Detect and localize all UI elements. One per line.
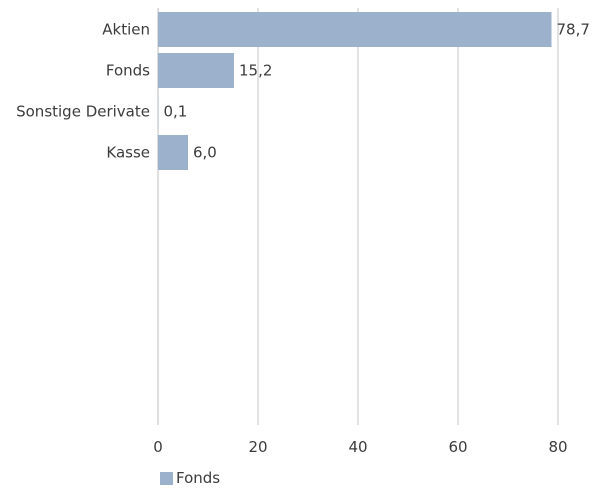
data-label: 6,0 bbox=[193, 144, 217, 162]
x-tick-label: 20 bbox=[248, 438, 267, 456]
data-label: 15,2 bbox=[239, 62, 272, 80]
category-label: Fonds bbox=[106, 62, 150, 80]
legend-label: Fonds bbox=[176, 469, 221, 487]
category-labels: Aktien Fonds Sonstige Derivate Kasse bbox=[16, 21, 150, 162]
legend-swatch bbox=[160, 471, 173, 485]
data-label: 78,7 bbox=[557, 21, 590, 39]
x-tick-label: 80 bbox=[548, 438, 567, 456]
bar bbox=[158, 53, 234, 88]
category-label: Aktien bbox=[102, 21, 150, 39]
grid-lines bbox=[157, 8, 559, 425]
category-label: Sonstige Derivate bbox=[16, 103, 150, 121]
bars bbox=[158, 12, 552, 170]
x-tick-label: 0 bbox=[153, 438, 163, 456]
legend: Fonds bbox=[160, 469, 220, 487]
x-tick-labels: 0 20 40 60 80 bbox=[153, 438, 567, 456]
bar bbox=[158, 12, 552, 47]
x-tick-label: 40 bbox=[348, 438, 367, 456]
x-tick-label: 60 bbox=[448, 438, 467, 456]
category-label: Kasse bbox=[106, 144, 150, 162]
bar bbox=[158, 135, 188, 170]
data-label: 0,1 bbox=[164, 103, 188, 121]
value-labels: 78,7 15,2 0,1 6,0 bbox=[164, 21, 590, 162]
bar bbox=[158, 94, 159, 129]
